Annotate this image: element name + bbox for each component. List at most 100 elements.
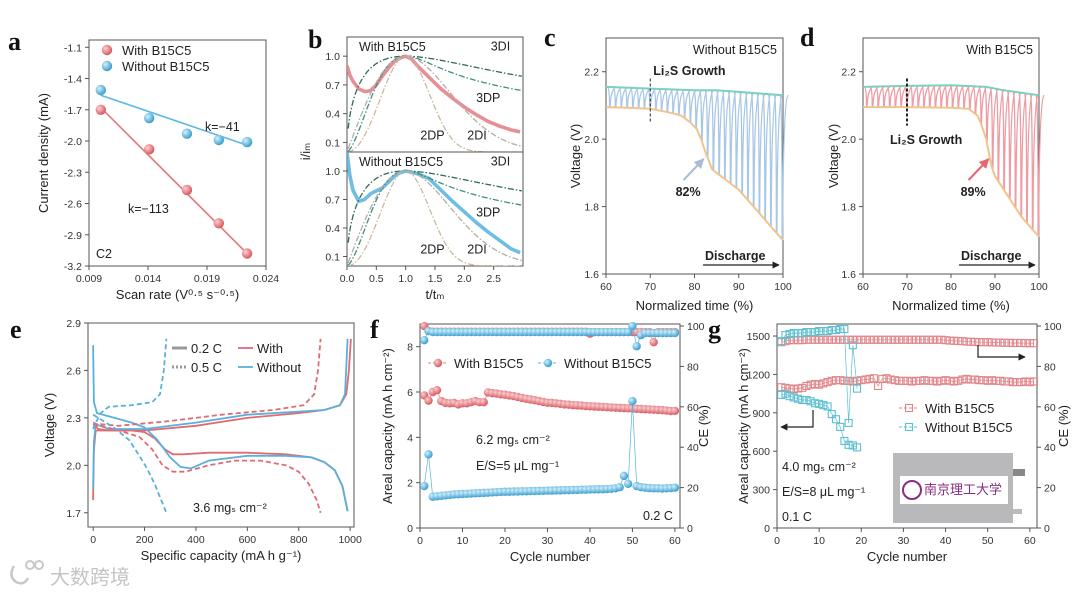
li2s-growth-label: Li₂S Growth bbox=[653, 64, 725, 78]
ce-point bbox=[1008, 338, 1018, 348]
x-tick-label: 1.5 bbox=[428, 273, 443, 285]
capacity-point bbox=[806, 380, 815, 389]
data-point bbox=[181, 184, 193, 196]
discharge-label: Discharge bbox=[705, 249, 765, 263]
capacity-point bbox=[789, 385, 798, 394]
x-tick-label: 0 bbox=[774, 535, 780, 547]
y-tick-label: 1200 bbox=[747, 369, 771, 381]
x-tick-label: 80 bbox=[945, 281, 957, 293]
legend-marker bbox=[904, 422, 914, 432]
capacity-point bbox=[781, 389, 790, 398]
ce-point bbox=[802, 328, 811, 337]
ce-point bbox=[874, 335, 883, 344]
ce-point bbox=[924, 335, 933, 344]
inflection-label: 89% bbox=[961, 185, 986, 199]
ce-point bbox=[869, 335, 878, 344]
y-tick-label: -2.3 bbox=[64, 167, 82, 179]
legend-marker bbox=[101, 44, 113, 56]
panel-letter: g bbox=[708, 315, 721, 344]
capacity-point bbox=[628, 396, 637, 406]
capacity-point bbox=[899, 376, 908, 385]
panel-letter: c bbox=[544, 23, 556, 52]
model-label: 2DI bbox=[467, 129, 486, 143]
capacity-point bbox=[794, 384, 803, 393]
data-point bbox=[95, 104, 107, 115]
x-tick-label: 2.0 bbox=[457, 273, 472, 285]
model-curve-2DP bbox=[348, 170, 522, 266]
right-axis-arrow bbox=[977, 345, 1026, 361]
ce-point bbox=[1004, 338, 1013, 347]
condition-label: 0.1 C bbox=[782, 510, 812, 524]
panel-letter: b bbox=[308, 25, 322, 54]
model-label: 3DI bbox=[491, 154, 510, 168]
ce-point bbox=[785, 330, 794, 339]
ce-point bbox=[971, 337, 980, 347]
ce-point bbox=[954, 336, 963, 346]
y-tick-label: 0.4 bbox=[325, 223, 340, 235]
y-tick-label: 2.6 bbox=[66, 365, 81, 377]
capacity-point bbox=[823, 378, 832, 387]
model-curve-3DP bbox=[347, 55, 522, 152]
panel-b: 0.1 0.4 0.7 1.0 3DI 3DP 2DP 2DI With B15C5 0.0 0.5… bbox=[298, 25, 524, 302]
y-axis-label: Areal capacity (mA h cm⁻²) bbox=[736, 348, 751, 504]
x-tick-label: 0 bbox=[417, 535, 423, 547]
capacity-point bbox=[823, 402, 832, 411]
capacity-point bbox=[857, 376, 866, 385]
x-tick-label: 100 bbox=[774, 281, 792, 293]
model-label: 2DI bbox=[467, 243, 486, 257]
ce-point bbox=[794, 329, 803, 338]
capacity-point bbox=[789, 393, 798, 402]
y-tick-label: 1.8 bbox=[584, 202, 599, 214]
ce-point bbox=[827, 335, 836, 344]
ce-point bbox=[945, 336, 954, 345]
y-tick-label: 2.2 bbox=[841, 67, 856, 79]
data-point bbox=[213, 134, 224, 146]
panel-g: 0 10 20 30 40 50 60030060090012001500020406080… bbox=[708, 315, 1071, 564]
panel-letter: a bbox=[8, 27, 21, 56]
left-axis-arrow bbox=[780, 410, 814, 431]
x-tick-label: 200 bbox=[136, 534, 154, 546]
capacity-point bbox=[615, 483, 624, 492]
y-axis-label: Current density (mA) bbox=[36, 93, 51, 213]
capacity-point bbox=[903, 376, 912, 385]
capacity-point bbox=[619, 471, 629, 481]
capacity-point bbox=[996, 376, 1005, 385]
y-tick-label: 2.9 bbox=[66, 318, 81, 330]
x-tick-label: 60 bbox=[669, 535, 681, 547]
capacity-point bbox=[882, 374, 891, 383]
legend-label: With bbox=[257, 341, 283, 356]
x-tick-label: 90 bbox=[989, 281, 1001, 293]
ce-point bbox=[810, 335, 819, 344]
capacity-point bbox=[928, 376, 937, 385]
model-curve-2DP bbox=[348, 55, 522, 152]
x-tick-label: 0 bbox=[90, 534, 96, 546]
capacity-point bbox=[827, 410, 836, 419]
ce-point bbox=[781, 331, 790, 340]
capacity-point bbox=[912, 376, 921, 385]
x-tick-label: 2.5 bbox=[486, 273, 501, 285]
ce-point bbox=[649, 337, 658, 347]
capacity-point bbox=[853, 443, 862, 452]
ce-point bbox=[962, 337, 971, 346]
capacity-point bbox=[819, 401, 828, 410]
capacity-point bbox=[1004, 377, 1013, 386]
condition-label: E/S=5 μL mg⁻¹ bbox=[476, 459, 559, 473]
x-tick-label: 10 bbox=[457, 535, 469, 547]
ce-point bbox=[899, 335, 908, 344]
capacity-point bbox=[670, 406, 680, 416]
model-curve-2DI bbox=[347, 55, 522, 150]
capacity-point bbox=[1025, 378, 1034, 387]
y2-tick-label: 0 bbox=[1044, 523, 1050, 535]
model-curve-3DP bbox=[347, 170, 522, 266]
ocv-line bbox=[605, 85, 784, 97]
ce-point bbox=[823, 327, 832, 336]
x-tick-label: 0.5 bbox=[369, 273, 384, 285]
capacity-point bbox=[848, 441, 857, 450]
condition-label: C2 bbox=[96, 247, 112, 261]
x-axis-label: Normalized time (%) bbox=[892, 298, 1010, 313]
capacity-line bbox=[781, 377, 1035, 390]
condition-label: 4.0 mgₛ cm⁻² bbox=[782, 460, 856, 474]
x-tick-label: 40 bbox=[584, 535, 596, 547]
capacity-point bbox=[794, 394, 803, 403]
